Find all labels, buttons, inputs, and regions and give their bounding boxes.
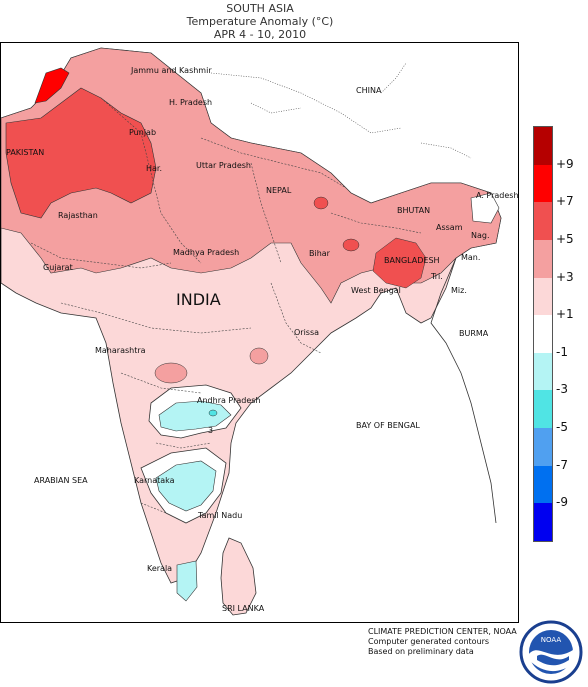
legend-tick-label: +5 bbox=[556, 231, 574, 246]
contour-label-andhra: 3 bbox=[208, 426, 213, 435]
label-pakistan: PAKISTAN bbox=[6, 148, 44, 157]
legend-tick-label: -3 bbox=[556, 382, 568, 397]
legend-swatch bbox=[534, 315, 552, 353]
legend-swatch bbox=[534, 164, 552, 203]
label-karnataka: Karnataka bbox=[134, 476, 175, 485]
nepal-anomaly-plus5 bbox=[313, 196, 329, 210]
state-boundaries bbox=[30, 97, 422, 524]
label-burma: BURMA bbox=[459, 329, 489, 338]
label-rajasthan: Rajasthan bbox=[58, 211, 98, 220]
credit-block: CLIMATE PREDICTION CENTER, NOAA Computer… bbox=[368, 627, 517, 657]
color-scale-legend bbox=[533, 126, 553, 542]
map-panel: CHINA PAKISTAN INDIA Jammu and Kashmir H… bbox=[0, 42, 519, 623]
label-gujarat: Gujarat bbox=[43, 263, 73, 272]
label-nagaland: Nag. bbox=[471, 231, 490, 240]
label-punjab: Punjab bbox=[129, 128, 156, 137]
label-sri-lanka: SRI LANKA bbox=[222, 604, 265, 613]
label-kerala: Kerala bbox=[147, 564, 172, 573]
noaa-logo-text: NOAA bbox=[541, 636, 562, 644]
northwest-anomaly-plus7 bbox=[34, 67, 70, 104]
label-arabian-sea: ARABIAN SEA bbox=[34, 476, 88, 485]
label-arunachal: A. Pradesh bbox=[476, 191, 518, 200]
maharashtra-anomaly-plus3 bbox=[154, 362, 188, 384]
legend-tick-label: -9 bbox=[556, 495, 568, 510]
northwest-anomaly-plus5 bbox=[5, 87, 157, 219]
arunachal-anomaly-zero bbox=[470, 192, 500, 224]
map-period-title: APR 4 - 10, 2010 bbox=[213, 28, 307, 41]
kerala-anomaly-minus1 bbox=[176, 560, 198, 602]
china-boundary bbox=[210, 62, 472, 159]
legend-swatch bbox=[534, 277, 552, 316]
label-bhutan: BHUTAN bbox=[397, 206, 430, 215]
label-h-pradesh: H. Pradesh bbox=[169, 98, 212, 107]
central-anomaly-plus3 bbox=[249, 347, 269, 365]
legend-swatch bbox=[534, 352, 552, 391]
legend-tick-label: -7 bbox=[556, 457, 568, 472]
label-tripura: Tri. bbox=[430, 272, 443, 281]
label-bangladesh: BANGLADESH bbox=[384, 256, 440, 265]
label-orissa: Orissa bbox=[294, 328, 319, 337]
label-west-bengal: West Bengal bbox=[351, 286, 401, 295]
map-title-block: SOUTH ASIA Temperature Anomaly (°C) APR … bbox=[0, 2, 520, 41]
burma-coastline bbox=[430, 257, 497, 524]
legend-tick-label: -1 bbox=[556, 344, 568, 359]
bengal-anomaly-plus5 bbox=[372, 237, 427, 289]
legend-swatch bbox=[534, 465, 552, 504]
label-mizoram: Miz. bbox=[451, 286, 467, 295]
label-uttar-pradesh: Uttar Pradesh bbox=[196, 161, 251, 170]
legend-tick-label: +3 bbox=[556, 269, 574, 284]
label-bay-of-bengal: BAY OF BENGAL bbox=[356, 421, 420, 430]
legend-swatch bbox=[534, 239, 552, 278]
north-anomaly-plus3 bbox=[1, 47, 502, 304]
label-maharashtra: Maharashtra bbox=[95, 346, 146, 355]
andhra-anomaly-minus3 bbox=[208, 409, 218, 417]
label-haryana: Har. bbox=[146, 164, 162, 173]
label-bihar: Bihar bbox=[309, 249, 331, 258]
map-product-title: Temperature Anomaly (°C) bbox=[186, 15, 334, 28]
label-assam: Assam bbox=[436, 223, 463, 232]
anomaly-map: CHINA PAKISTAN INDIA Jammu and Kashmir H… bbox=[1, 47, 518, 616]
credit-line-3: Based on preliminary data bbox=[368, 647, 474, 656]
label-india: INDIA bbox=[176, 290, 221, 309]
legend-tick-label: +1 bbox=[556, 307, 574, 322]
sri-lanka-landmass bbox=[220, 537, 257, 616]
south-anomaly-minus1 bbox=[155, 460, 217, 512]
andhra-anomaly-minus1 bbox=[158, 400, 232, 432]
legend-swatch bbox=[534, 202, 552, 240]
label-tamil-nadu: Tamil Nadu bbox=[197, 511, 242, 520]
legend-swatch bbox=[534, 127, 552, 165]
label-manipur: Man. bbox=[461, 253, 480, 262]
legend-tick-label: +7 bbox=[556, 194, 574, 209]
label-andhra-pradesh: Andhra Pradesh bbox=[197, 396, 261, 405]
map-region-title: SOUTH ASIA bbox=[226, 2, 294, 15]
label-madhya-pradesh: Madhya Pradesh bbox=[173, 248, 239, 257]
legend-tick-label: +9 bbox=[556, 156, 574, 171]
credit-line-2: Computer generated contours bbox=[368, 637, 490, 646]
label-nepal: NEPAL bbox=[266, 186, 292, 195]
label-china: CHINA bbox=[356, 86, 382, 95]
legend-swatch bbox=[534, 428, 552, 466]
credit-line-1: CLIMATE PREDICTION CENTER, NOAA bbox=[368, 627, 517, 636]
bihar-anomaly-plus5 bbox=[342, 238, 360, 252]
label-jammu-kashmir: Jammu and Kashmir bbox=[130, 66, 212, 75]
noaa-logo: NOAA bbox=[519, 620, 583, 684]
legend-tick-label: -5 bbox=[556, 420, 568, 435]
legend-swatch bbox=[534, 503, 552, 541]
legend-swatch bbox=[534, 390, 552, 429]
